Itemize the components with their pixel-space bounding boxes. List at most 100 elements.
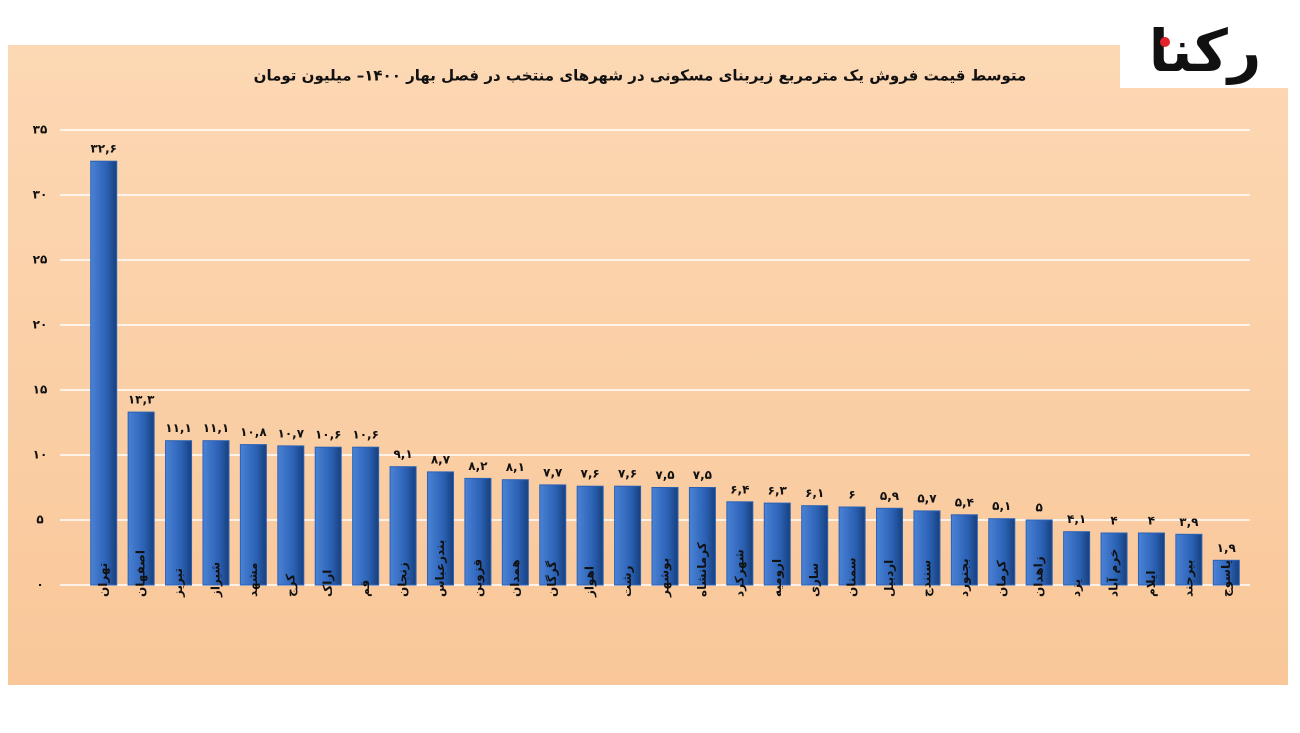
bar — [127, 411, 155, 586]
y-tick-label: ۰ — [36, 578, 43, 592]
x-tick-label: تهران — [96, 563, 110, 597]
value-label: ۸,۲ — [468, 459, 488, 473]
value-label: ۵,۱ — [992, 499, 1011, 513]
value-label: ۶ — [848, 488, 855, 502]
y-tick-label: ۱۵ — [33, 383, 48, 397]
value-label: ۱۱,۱ — [203, 421, 230, 435]
bar — [576, 485, 604, 586]
x-tick-label: سمنان — [845, 558, 859, 598]
bar — [426, 471, 454, 586]
x-tick-label: زاهدان — [1032, 556, 1046, 597]
value-label: ۷,۶ — [581, 467, 600, 481]
bar — [838, 506, 866, 586]
bar — [239, 444, 267, 586]
value-label: ۸,۷ — [431, 452, 451, 466]
x-tick-label: شهرکرد — [732, 549, 746, 597]
x-tick-label: گرگان — [545, 561, 559, 597]
bar — [389, 466, 417, 586]
bar — [539, 484, 567, 586]
x-tick-label: کرج — [283, 574, 297, 597]
bar — [501, 479, 529, 586]
y-tick-label: ۳۵ — [33, 123, 48, 137]
x-tick-label: بیرجند — [1181, 560, 1195, 597]
x-tick-label: قم — [358, 580, 372, 597]
bar — [1025, 519, 1053, 586]
x-tick-label: ارومیه — [770, 559, 785, 597]
logo: رکنا — [1149, 17, 1262, 85]
value-label: ۷,۶ — [618, 467, 637, 481]
logo-dot — [1160, 37, 1170, 47]
x-tick-label: تبریز — [171, 568, 185, 598]
y-tick-label: ۵ — [36, 513, 43, 527]
value-label: ۷,۷ — [543, 465, 563, 479]
bar — [314, 446, 342, 586]
bar — [1063, 531, 1091, 586]
bar — [1137, 532, 1165, 586]
bar — [165, 440, 193, 586]
value-label: ۴ — [1110, 514, 1117, 528]
bar — [726, 501, 754, 586]
x-tick-label: اردبیل — [882, 560, 896, 597]
value-label: ۱,۹ — [1217, 541, 1237, 555]
value-label: ۴ — [1148, 514, 1155, 528]
value-label: ۵,۷ — [917, 491, 937, 505]
chart-panel — [8, 45, 1288, 685]
x-tick-label: بجنورد — [957, 558, 972, 597]
bar — [688, 487, 716, 586]
value-label: ۱۰,۶ — [352, 428, 379, 442]
value-label: ۴,۱ — [1067, 512, 1086, 526]
bar — [90, 160, 118, 586]
value-label: ۹,۱ — [393, 447, 412, 461]
x-tick-label: بوشهر — [658, 558, 673, 598]
x-tick-label: مشهد — [246, 563, 260, 598]
value-label: ۵,۹ — [880, 489, 900, 503]
x-tick-label: ساری — [807, 563, 821, 597]
chart-title: متوسط قیمت فروش یک مترمربع زیربنای مسکون… — [254, 67, 1027, 85]
value-label: ۳,۹ — [1179, 515, 1199, 529]
value-label: ۱۳,۳ — [128, 393, 155, 407]
bar — [614, 485, 642, 586]
value-label: ۱۱,۱ — [165, 421, 192, 435]
bar — [277, 445, 305, 586]
y-tick-label: ۲۰ — [33, 318, 48, 332]
value-label: ۵ — [1036, 501, 1043, 515]
value-label: ۶,۱ — [805, 486, 824, 500]
logo-box — [1120, 18, 1290, 88]
value-label: ۱۰,۶ — [315, 428, 342, 442]
bar — [1100, 532, 1128, 586]
bar — [876, 507, 904, 586]
bar — [988, 518, 1016, 586]
x-tick-label: یاسوج — [1219, 560, 1234, 597]
x-tick-label: یزد — [1069, 579, 1083, 597]
bar — [950, 514, 978, 586]
x-tick-label: زنجان — [396, 562, 410, 597]
x-tick-label: شیراز — [208, 562, 222, 598]
bar — [202, 440, 230, 586]
x-tick-label: سنندج — [919, 560, 933, 597]
x-tick-label: قزوین — [470, 559, 485, 597]
bar — [1175, 533, 1203, 586]
value-label: ۶,۳ — [768, 484, 788, 498]
bar — [352, 446, 380, 586]
x-tick-label: کرمان — [994, 560, 1008, 597]
x-tick-label: کرمانشاه — [695, 542, 709, 597]
bar — [651, 487, 679, 586]
value-label: ۷,۵ — [693, 468, 712, 482]
x-tick-label: همدان — [508, 559, 522, 597]
bar — [763, 502, 791, 586]
value-label: ۵,۴ — [955, 495, 974, 509]
x-tick-label: خرم آباد — [1106, 549, 1122, 597]
y-tick-label: ۳۰ — [33, 188, 48, 202]
x-tick-label: اهواز — [583, 566, 598, 598]
value-label: ۶,۴ — [730, 482, 749, 496]
bar — [913, 510, 941, 586]
x-tick-label: اراک — [321, 570, 335, 597]
x-tick-label: اصفهان — [134, 550, 148, 597]
x-tick-label: رشت — [620, 565, 634, 597]
value-label: ۱۰,۷ — [278, 426, 305, 440]
bar — [1212, 559, 1240, 586]
value-label: ۸,۱ — [506, 460, 525, 474]
bar — [464, 477, 492, 586]
value-label: ۷,۵ — [655, 468, 674, 482]
